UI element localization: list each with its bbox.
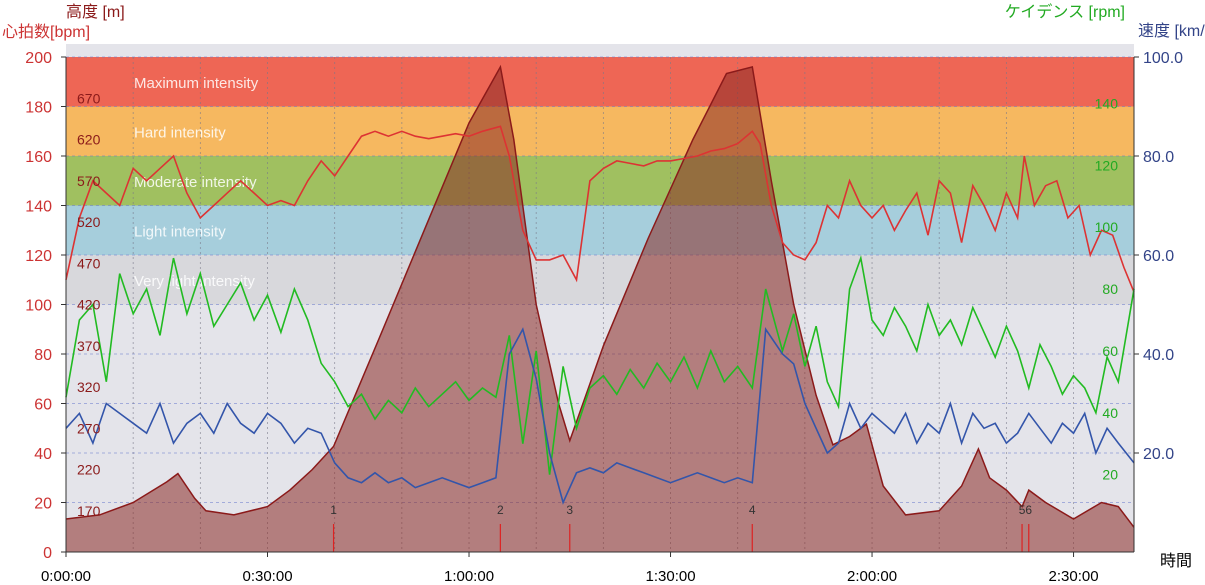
series-lines bbox=[65, 125, 1135, 505]
zone-band-2 bbox=[66, 156, 1134, 206]
speed-tick-0: 20.0 bbox=[1143, 446, 1174, 463]
lap-label-4: 5 bbox=[1019, 503, 1026, 517]
alt-tick-6: 470 bbox=[77, 255, 101, 271]
alt-tick-4: 370 bbox=[77, 338, 101, 354]
zone-label-0: Maximum intensity bbox=[134, 75, 259, 92]
cad-tick-0: 20 bbox=[1102, 467, 1118, 483]
alt-tick-5: 420 bbox=[77, 297, 101, 313]
hr-tick-3: 60 bbox=[34, 397, 52, 414]
hr-tick-8: 160 bbox=[25, 149, 52, 166]
hr-tick-7: 140 bbox=[25, 199, 52, 216]
speed-tick-1: 40.0 bbox=[1143, 347, 1174, 364]
hr-tick-10: 200 bbox=[25, 50, 52, 67]
x-tick-2: 1:00:00 bbox=[444, 568, 494, 585]
lap-label-1: 2 bbox=[497, 503, 504, 517]
hr-tick-6: 120 bbox=[25, 248, 52, 265]
hr-tick-4: 80 bbox=[34, 347, 52, 364]
cad-tick-2: 60 bbox=[1102, 343, 1118, 359]
zone-band-1 bbox=[66, 106, 1134, 156]
axis-title-time: 時間 bbox=[1160, 552, 1192, 570]
alt-tick-0: 170 bbox=[77, 503, 101, 519]
lap-label-2: 3 bbox=[566, 503, 573, 517]
speed-tick-2: 60.0 bbox=[1143, 248, 1174, 265]
alt-tick-3: 320 bbox=[77, 379, 101, 395]
altitude-area bbox=[65, 64, 1135, 553]
axis-title-altitude: 高度 [m] bbox=[66, 3, 125, 21]
lap-label-0: 1 bbox=[330, 503, 337, 517]
cad-tick-4: 100 bbox=[1095, 219, 1119, 235]
speed-tick-4: 100.0 bbox=[1143, 50, 1183, 67]
cad-tick-5: 120 bbox=[1095, 157, 1119, 173]
x-tick-1: 0:30:00 bbox=[242, 568, 292, 585]
alt-tick-8: 570 bbox=[77, 173, 101, 189]
x-tick-0: 0:00:00 bbox=[41, 568, 91, 585]
x-tick-4: 2:00:00 bbox=[847, 568, 897, 585]
x-tick-5: 2:30:00 bbox=[1049, 568, 1099, 585]
alt-tick-7: 520 bbox=[77, 214, 101, 230]
series-line-right_inner bbox=[65, 255, 1135, 475]
speed-tick-3: 80.0 bbox=[1143, 149, 1174, 166]
series-line-right_outer bbox=[65, 326, 1135, 505]
series-line-left_outer bbox=[65, 125, 1135, 293]
axis-title-speed: 速度 [km/h] bbox=[1138, 22, 1205, 40]
axis-title-heart-rate: 心拍数[bpm] bbox=[2, 23, 90, 41]
altitude-line bbox=[65, 64, 1135, 528]
alt-tick-10: 670 bbox=[77, 90, 101, 106]
zone-band-0 bbox=[66, 57, 1134, 107]
zone-label-3: Light intensity bbox=[134, 223, 226, 240]
hr-tick-1: 20 bbox=[34, 496, 52, 513]
lap-label-5: 6 bbox=[1025, 503, 1032, 517]
altitude-fill bbox=[66, 66, 1134, 553]
zone-band-3 bbox=[66, 205, 1134, 255]
zone-label-2: Moderate intensity bbox=[134, 174, 257, 191]
hr-tick-0: 0 bbox=[43, 545, 52, 562]
cad-tick-1: 40 bbox=[1102, 405, 1118, 421]
lap-label-3: 4 bbox=[749, 503, 756, 517]
alt-tick-2: 270 bbox=[77, 420, 101, 436]
axis-title-cadence: ケイデンス [rpm] bbox=[1005, 2, 1125, 21]
intensity-zones: Maximum intensity Hard intensity Moderate … bbox=[66, 57, 1134, 305]
x-tick-3: 1:30:00 bbox=[646, 568, 696, 585]
zone-label-4: Very light intensity bbox=[134, 273, 255, 290]
hr-tick-9: 180 bbox=[25, 100, 52, 117]
cad-tick-3: 80 bbox=[1102, 281, 1118, 297]
alt-tick-1: 220 bbox=[77, 462, 101, 478]
alt-tick-9: 620 bbox=[77, 132, 101, 148]
hr-tick-2: 40 bbox=[34, 446, 52, 463]
zone-label-1: Hard intensity bbox=[134, 124, 226, 141]
zone-band-4 bbox=[66, 255, 1134, 305]
hr-tick-5: 100 bbox=[25, 298, 52, 315]
cad-tick-6: 140 bbox=[1095, 95, 1119, 111]
axes: 0204060801001201401601802001702202703203… bbox=[25, 50, 1183, 585]
